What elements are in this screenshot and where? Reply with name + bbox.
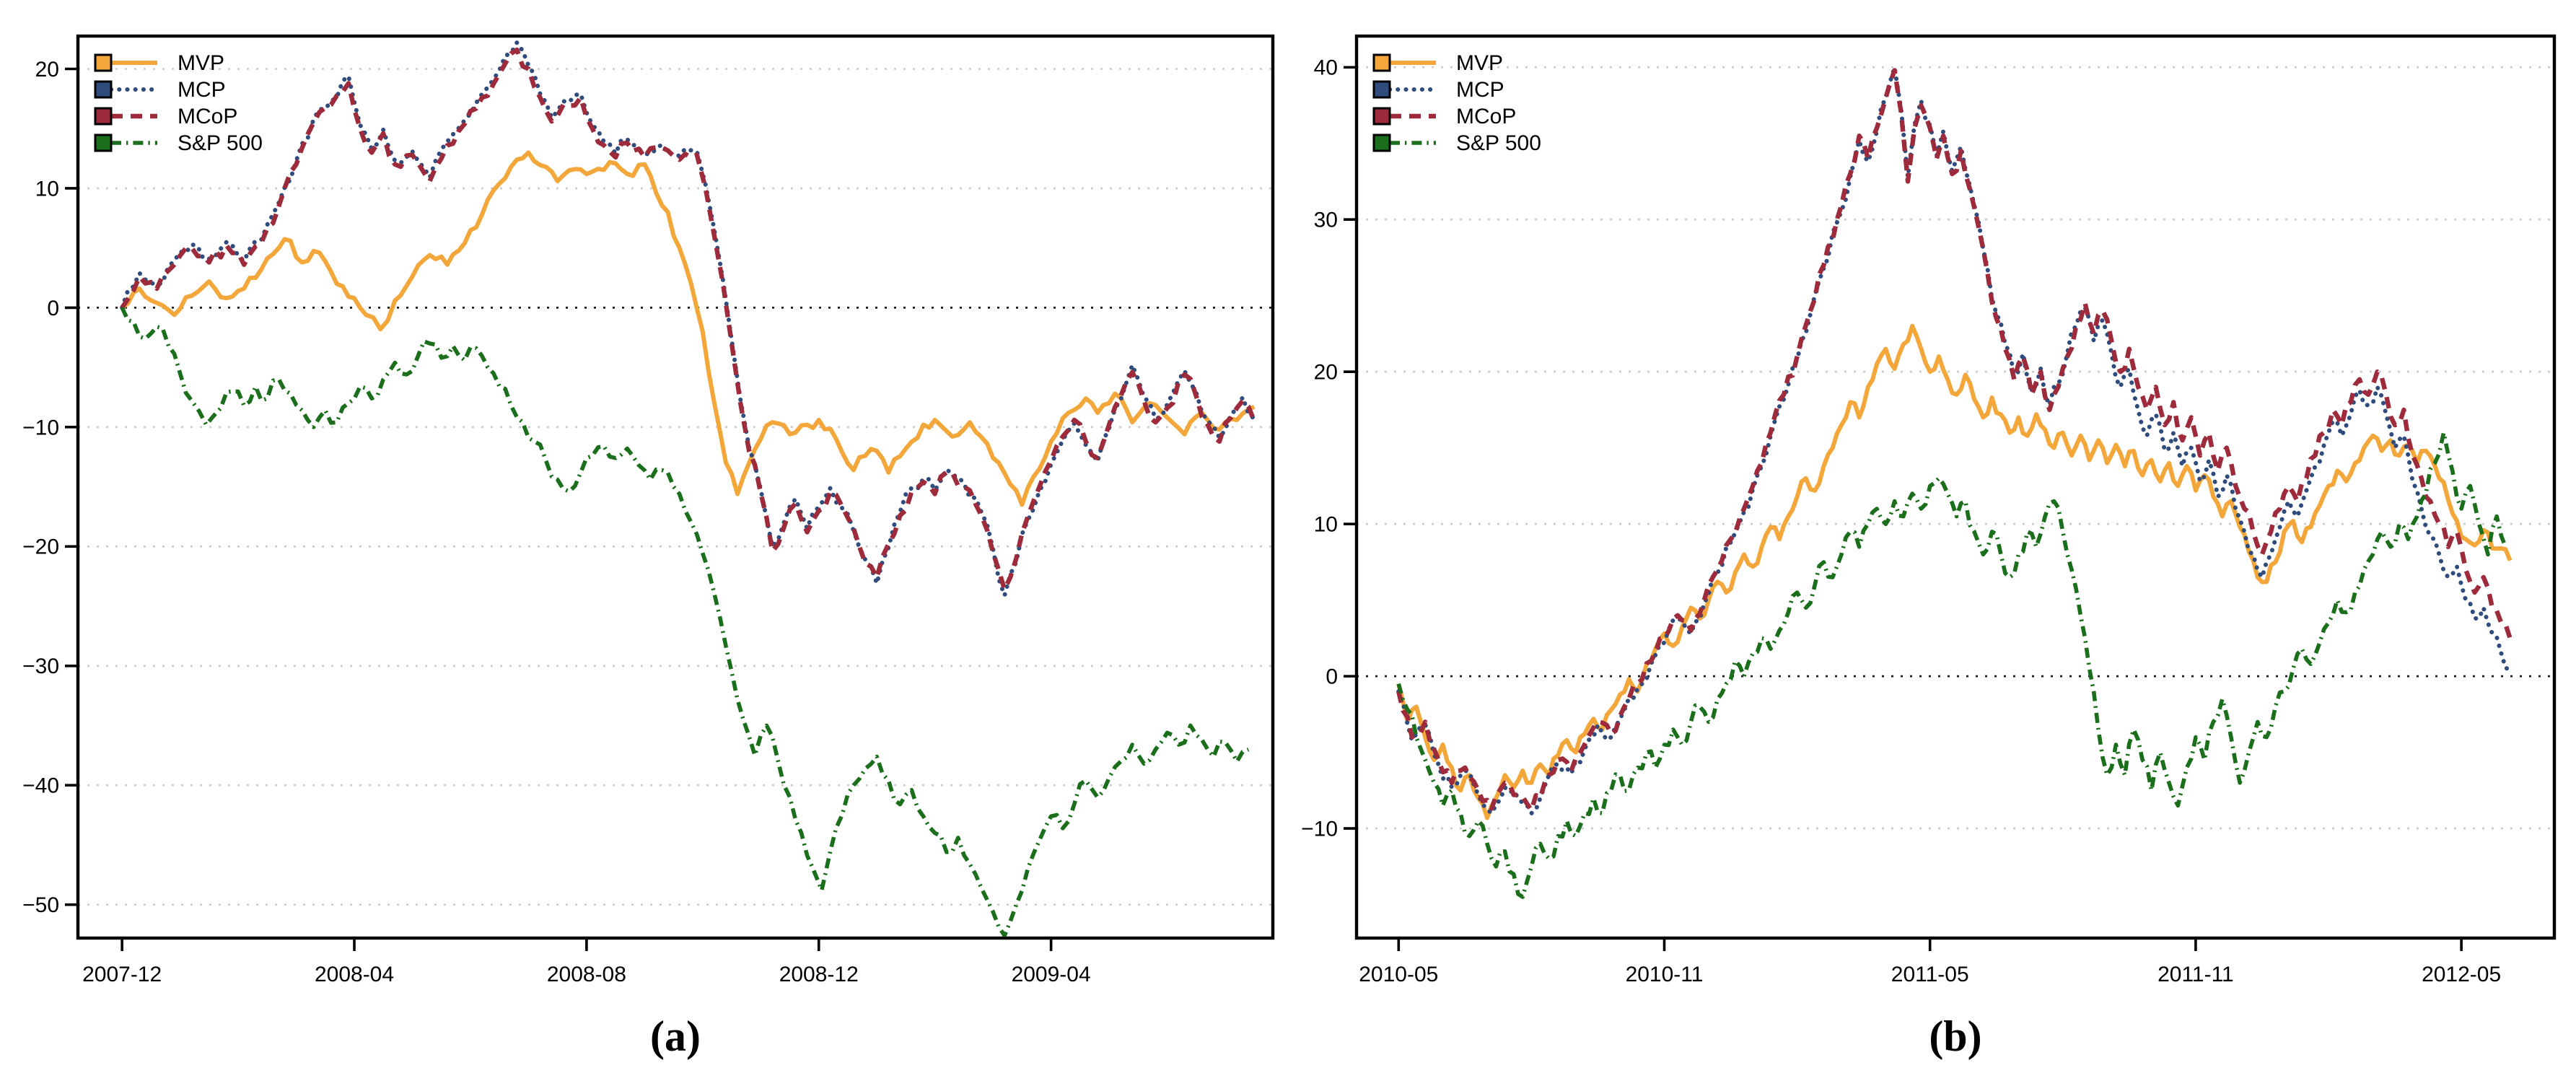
- plot-border: [1354, 34, 2557, 940]
- x-tick-label: 2008-08: [547, 963, 626, 986]
- y-tick-label: −30: [22, 654, 59, 678]
- panel-b-caption: (b): [1929, 1013, 1982, 1061]
- legend-swatch: [1372, 133, 1391, 152]
- series-mvp-line: [121, 150, 1256, 507]
- legend-label: MVP: [1456, 51, 1503, 75]
- y-tick-label: 30: [1314, 209, 1338, 232]
- y-tick-label: 10: [35, 177, 59, 201]
- legend-swatch: [94, 133, 113, 152]
- legend-label: MCP: [178, 78, 226, 102]
- x-tick-label: 2008-12: [779, 963, 859, 986]
- panel-b: 40 30 20 10 0 −10 2010-05 2010-11 2011-05 2011-11…: [1301, 34, 2557, 986]
- legend-label: S&P 500: [178, 131, 263, 155]
- y-tick-label: −10: [22, 416, 59, 439]
- series-mcp-line: [1396, 65, 2513, 815]
- x-tick-label: 2010-05: [1359, 963, 1438, 986]
- panel-a: 20 10 0 −10 −20 −30 −40 −50 2007-12 2008-04 2008-0…: [22, 34, 1275, 986]
- y-tick-label: 0: [47, 297, 59, 320]
- x-tick-label: 2010-11: [1626, 963, 1704, 986]
- x-tick-label: 2007-12: [82, 963, 162, 986]
- y-tick-label: −40: [22, 774, 59, 798]
- y-tick-label: 20: [1314, 361, 1338, 385]
- legend-swatch: [94, 80, 113, 99]
- legend-label: S&P 500: [1456, 131, 1541, 155]
- y-tick-label: −20: [22, 535, 59, 559]
- x-tick-label: 2012-05: [2422, 963, 2501, 986]
- legend-label: MVP: [178, 51, 224, 75]
- x-tick-label: 2011-05: [1891, 963, 1969, 986]
- series-s-p-500-line: [1396, 430, 2508, 899]
- legend-label: MCoP: [178, 105, 237, 128]
- x-tick-label: 2008-04: [315, 963, 394, 986]
- x-tick-label: 2011-11: [2157, 963, 2234, 986]
- series-s-p-500-line: [120, 307, 1250, 938]
- legend-label: MCoP: [1456, 105, 1516, 128]
- y-tick-label: 20: [35, 58, 59, 82]
- y-tick-label: −10: [1301, 818, 1338, 841]
- legend-swatch: [94, 53, 113, 72]
- y-tick-label: 40: [1314, 56, 1338, 80]
- y-tick-label: −50: [22, 893, 59, 917]
- legend-swatch: [1372, 80, 1391, 99]
- panel-a-caption: (a): [650, 1013, 701, 1061]
- legend-label: MCP: [1456, 78, 1504, 102]
- series-mcop-line: [120, 47, 1257, 592]
- y-tick-label: 0: [1326, 665, 1338, 689]
- x-tick-label: 2009-04: [1012, 963, 1091, 986]
- legend-swatch: [1372, 107, 1391, 126]
- legend-swatch: [94, 107, 113, 126]
- series-mcop-line: [1396, 68, 2513, 813]
- line-chart-canvas: 20 10 0 −10 −20 −30 −40 −50 2007-12 2008-04 2008-0…: [22, 34, 2557, 986]
- plot-border: [76, 34, 1275, 940]
- legend-swatch: [1372, 53, 1391, 72]
- series-mvp-line: [1396, 323, 2513, 820]
- y-tick-label: 10: [1314, 513, 1338, 537]
